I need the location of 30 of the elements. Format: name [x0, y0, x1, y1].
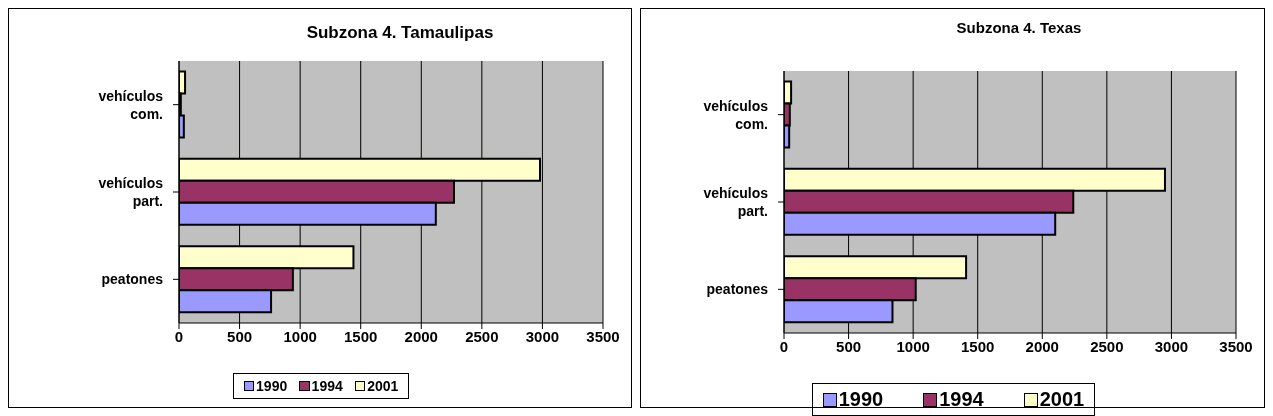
x-tick-label: 2000 [1025, 337, 1059, 355]
y-tick-label: vehículos part. [98, 175, 164, 209]
y-tick-label: vehículos com. [703, 97, 769, 132]
y-tick-label: vehículos part. [703, 185, 769, 219]
x-tick-label: 2000 [404, 327, 438, 345]
legend-label: 1990 [837, 388, 884, 411]
legend-label: 1994 [310, 378, 343, 394]
x-tick-label: 1500 [344, 327, 378, 345]
legend-label: 1994 [938, 388, 984, 411]
x-tick-label: 500 [836, 337, 862, 355]
x-tick-label: 3000 [525, 327, 560, 345]
x-tick-label: 3500 [1219, 337, 1253, 355]
legend-label: 1990 [255, 378, 288, 394]
x-tick-label: 2500 [465, 327, 499, 345]
x-tick-label: 500 [227, 327, 253, 345]
chart-title: Subzona 4. Texas [955, 19, 1083, 36]
x-tick-label: 3500 [586, 327, 620, 345]
x-tick-label: 0 [779, 337, 789, 355]
legend-label: 2001 [366, 378, 399, 394]
x-tick-label: 0 [174, 327, 184, 345]
x-tick-label: 1500 [961, 337, 995, 355]
chart-title: Subzona 4. Tamaulipas [305, 23, 495, 43]
x-tick-label: 2500 [1090, 337, 1124, 355]
y-tick-label: vehículos com. [98, 87, 164, 122]
x-tick-label: 1000 [896, 337, 930, 355]
legend-label: 2001 [1038, 388, 1085, 411]
y-tick-label: peatones [706, 281, 769, 298]
x-tick-label: 3000 [1154, 337, 1189, 355]
y-tick-label: peatones [101, 271, 164, 288]
x-tick-label: 1000 [283, 327, 317, 345]
